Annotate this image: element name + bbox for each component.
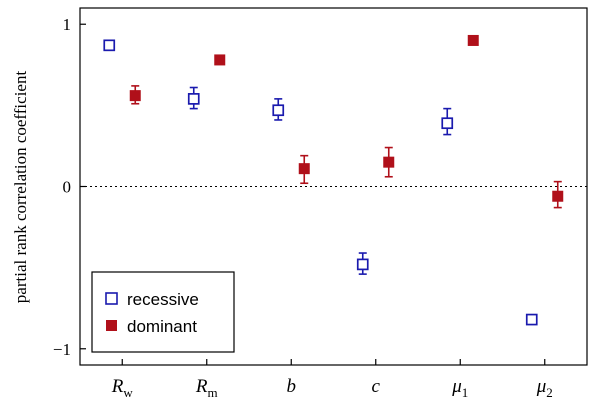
recessive-point bbox=[525, 313, 538, 326]
legend: recessive dominant bbox=[91, 271, 235, 353]
x-tick-label: b bbox=[287, 376, 297, 397]
y-tick-label: 0 bbox=[63, 178, 72, 197]
dominant-point bbox=[467, 34, 479, 46]
legend-label-dominant: dominant bbox=[127, 317, 197, 336]
x-tick-label: Rw bbox=[111, 376, 134, 400]
legend-box bbox=[91, 271, 235, 353]
y-axis: 1 0 −1 bbox=[53, 15, 86, 359]
x-tick-label: μ2 bbox=[536, 376, 553, 400]
x-tick-label: c bbox=[372, 376, 381, 397]
legend-swatch-dominant bbox=[106, 320, 117, 331]
x-tick-label: μ1 bbox=[451, 376, 468, 400]
y-tick-label: 1 bbox=[63, 15, 72, 34]
y-tick-label: −1 bbox=[53, 340, 71, 359]
recessive-point bbox=[356, 258, 369, 271]
data-marks bbox=[103, 34, 564, 326]
x-tick-label: Rm bbox=[195, 376, 218, 400]
legend-label-recessive: recessive bbox=[127, 290, 199, 309]
recessive-point bbox=[441, 117, 454, 130]
recessive-point bbox=[187, 93, 200, 105]
recessive-point bbox=[272, 104, 285, 117]
dominant-point bbox=[214, 54, 226, 66]
legend-swatch-recessive bbox=[105, 292, 118, 305]
y-axis-label: partial rank correlation coefficient bbox=[11, 71, 30, 304]
dominant-point bbox=[129, 90, 141, 102]
dominant-point bbox=[298, 163, 310, 175]
recessive-point bbox=[103, 39, 116, 52]
x-axis: Rw Rm b c μ1 μ2 bbox=[111, 359, 553, 400]
dominant-point bbox=[383, 156, 395, 168]
dominant-point bbox=[552, 190, 564, 202]
